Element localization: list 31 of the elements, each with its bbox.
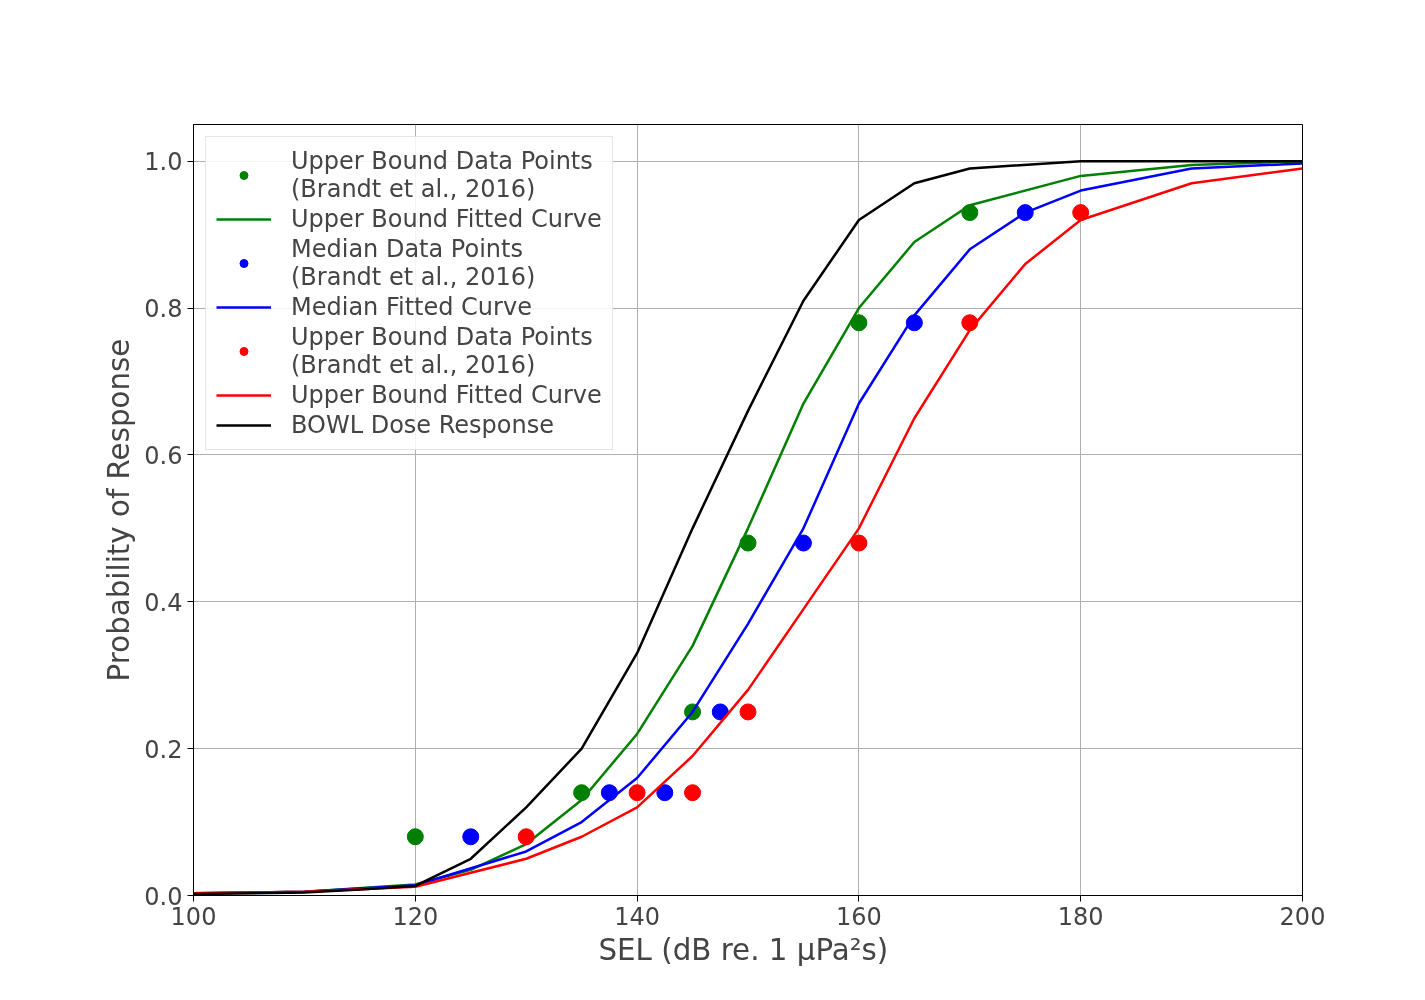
point [711, 703, 729, 721]
point [1072, 204, 1090, 222]
point [406, 828, 424, 846]
x-axis-title: SEL (dB re. 1 µPa²s) [598, 932, 889, 967]
x-tick-label: 120 [392, 902, 439, 931]
point [656, 784, 674, 802]
legend-label: BOWL Dose Response [291, 411, 554, 439]
point [628, 784, 646, 802]
point [517, 828, 535, 846]
point [850, 314, 868, 332]
x-tick-label: 180 [1057, 902, 1104, 931]
point [739, 703, 757, 721]
x-tick-label: 140 [614, 902, 661, 931]
point [684, 784, 702, 802]
x-tick-label: 200 [1279, 902, 1326, 931]
y-tick-label: 0.6 [144, 441, 183, 470]
legend-label: Upper Bound Data Points (Brandt et al., 2016) [291, 147, 593, 203]
y-tick-label: 0.4 [144, 588, 183, 617]
y-tick-label: 1.0 [144, 148, 183, 177]
legend-label: Median Data Points (Brandt et al., 2016) [291, 235, 536, 291]
y-tick-label: 0.8 [144, 295, 183, 324]
point [794, 534, 812, 552]
point [462, 828, 480, 846]
legend-label: Upper Bound Data Points (Brandt et al., 2016) [291, 323, 593, 379]
y-tick-label: 0.2 [144, 735, 183, 764]
y-axis-title: Probability of Response [102, 338, 137, 682]
legend-label: Upper Bound Fitted Curve [291, 381, 602, 409]
point [850, 534, 868, 552]
legend-label: Upper Bound Fitted Curve [291, 205, 602, 233]
legend-label: Median Fitted Curve [291, 293, 532, 321]
x-tick-label: 160 [836, 902, 882, 931]
